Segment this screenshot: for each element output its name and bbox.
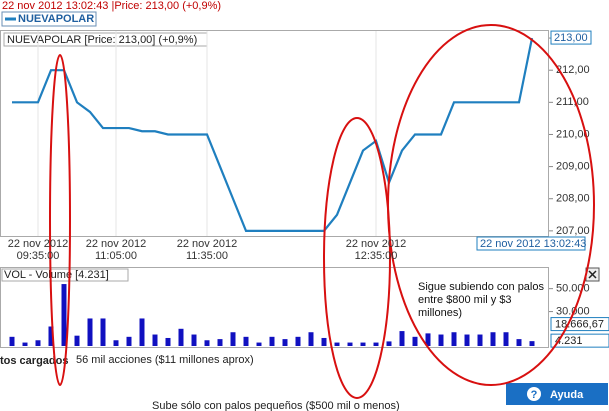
volume-bar bbox=[477, 334, 483, 346]
status-note: 56 mil acciones ($11 millones aprox) bbox=[76, 354, 254, 366]
volume-bar bbox=[321, 337, 327, 346]
y-tick-label: 30.000 bbox=[556, 305, 590, 317]
volume-bar bbox=[61, 284, 67, 346]
volume-bar bbox=[243, 336, 249, 346]
legend-box bbox=[1, 11, 97, 27]
volume-bar bbox=[412, 336, 418, 346]
price-panel bbox=[0, 30, 549, 237]
volume-bar bbox=[503, 332, 509, 346]
volume-bar bbox=[126, 336, 132, 346]
volume-bar bbox=[516, 339, 522, 346]
y-tick-label: 210,00 bbox=[556, 128, 590, 140]
volume-bar bbox=[347, 342, 353, 346]
annotation-text: millones) bbox=[418, 307, 462, 319]
volume-bar bbox=[9, 336, 15, 346]
volume-bar bbox=[35, 340, 41, 346]
last-time-box bbox=[476, 236, 586, 251]
volume-bar bbox=[373, 342, 379, 346]
annotation-text: Sigue subiendo con palos bbox=[418, 281, 544, 293]
annotation-text: entre $800 mil y $3 bbox=[418, 294, 512, 306]
volume-bar bbox=[529, 341, 535, 346]
y-tick-label: 50.000 bbox=[556, 283, 590, 295]
x-tick-label: 22 nov 2012 11:35:00 bbox=[176, 238, 238, 262]
volume-bar bbox=[87, 318, 93, 346]
y-tick-label: 211,00 bbox=[556, 96, 589, 108]
volume-bar bbox=[22, 342, 28, 346]
volume-bar bbox=[399, 331, 405, 346]
panel-title-box bbox=[1, 268, 129, 282]
volume-bar bbox=[165, 337, 171, 346]
marker-label: 4.231 bbox=[555, 335, 583, 347]
volume-bar bbox=[360, 342, 366, 346]
volume-bar bbox=[425, 333, 431, 346]
volume-bar bbox=[438, 334, 444, 346]
header-text: 22 nov 2012 13:02:43 |Price: 213,00 (+0,… bbox=[2, 0, 221, 12]
status-left: tos cargados bbox=[0, 355, 68, 367]
legend-label: NUEVAPOLAR bbox=[18, 13, 94, 25]
last-price-box bbox=[550, 30, 592, 45]
red-highlight bbox=[387, 24, 595, 386]
volume-bar bbox=[48, 326, 54, 346]
marker-box bbox=[550, 333, 609, 348]
x-tick-label: 22 nov 2012 11:05:00 bbox=[85, 238, 147, 262]
volume-bar bbox=[256, 342, 262, 346]
volume-bar bbox=[269, 336, 275, 346]
red-highlight bbox=[323, 117, 391, 399]
x-tick-label: 22 nov 2012 09:35:00 bbox=[7, 238, 69, 262]
volume-bar bbox=[217, 339, 223, 346]
volume-bar bbox=[113, 340, 119, 346]
volume-bar bbox=[464, 334, 470, 346]
help-icon bbox=[527, 387, 541, 401]
y-tick-label: 208,00 bbox=[556, 193, 590, 205]
y-tick-label: 207,00 bbox=[556, 225, 590, 237]
last-price-label: 213,00 bbox=[554, 32, 588, 44]
volume-bar bbox=[451, 332, 457, 346]
bottom-note: Sube sólo con palos pequeños ($500 mil o… bbox=[152, 400, 400, 411]
volume-bar bbox=[386, 341, 392, 346]
volume-bar bbox=[308, 332, 314, 346]
help-label[interactable]: Ayuda bbox=[550, 389, 584, 401]
help-icon-mark: ? bbox=[531, 389, 538, 401]
volume-bar bbox=[74, 335, 80, 346]
volume-bar bbox=[178, 328, 184, 346]
red-highlight bbox=[49, 54, 71, 386]
volume-bar bbox=[230, 332, 236, 346]
volume-bar bbox=[295, 336, 301, 346]
volume-bar bbox=[100, 318, 106, 346]
y-tick-label: 209,00 bbox=[556, 161, 590, 173]
marker-label: 18.666,67 bbox=[555, 318, 604, 330]
volume-bar bbox=[282, 339, 288, 346]
price-line bbox=[12, 37, 534, 232]
last-time-label: 22 nov 2012 13:02:43 bbox=[480, 238, 586, 250]
volume-bar bbox=[152, 334, 158, 346]
volume-bar bbox=[204, 340, 210, 346]
volume-bar bbox=[490, 332, 496, 346]
y-tick-label: 212,00 bbox=[556, 64, 590, 76]
volume-bar bbox=[139, 318, 145, 346]
volume-bar bbox=[334, 342, 340, 346]
x-tick-label: 22 nov 2012 12:35:00 bbox=[345, 238, 407, 262]
volume-bar bbox=[191, 334, 197, 346]
close-cross bbox=[588, 270, 597, 279]
volume-title: VOL - Volume [4.231] bbox=[4, 269, 109, 281]
price-title: NUEVAPOLAR [Price: 213,00] (+0,9%) bbox=[7, 34, 197, 46]
